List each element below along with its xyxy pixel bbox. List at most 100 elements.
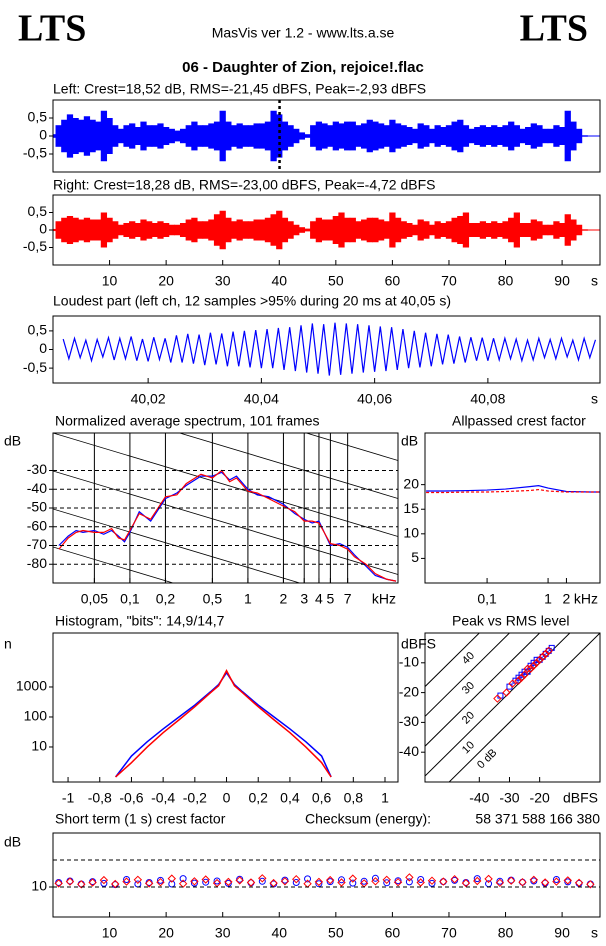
plot-area <box>54 873 595 889</box>
x-tick-label: 90 <box>554 273 570 289</box>
x-tick-label: 0,6 <box>312 790 332 806</box>
y-tick-label: -30 <box>27 461 47 477</box>
y-tick-label: -50 <box>27 499 47 515</box>
crest-line <box>425 633 541 747</box>
point <box>427 876 437 885</box>
point <box>514 676 523 685</box>
point <box>122 877 131 886</box>
x-tick-label: -1 <box>62 790 75 806</box>
plot-frame <box>424 432 601 584</box>
point <box>371 877 380 886</box>
point <box>179 875 187 883</box>
x-tick-label: 0,5 <box>203 591 223 607</box>
point <box>405 878 413 886</box>
slope-line <box>53 661 398 765</box>
crest-label: 30 <box>460 680 477 697</box>
crest-label: 10 <box>460 739 477 756</box>
crest-line <box>425 633 571 777</box>
point <box>88 878 97 887</box>
slope-line <box>53 319 398 423</box>
point <box>417 876 425 883</box>
point <box>529 661 538 670</box>
x-tick-label: 40 <box>271 273 287 289</box>
y-tick-label: 10 <box>403 525 419 541</box>
x-tick-label: 20 <box>158 925 174 941</box>
panel-title: Right: Crest=18,28 dB, RMS=-23,00 dBFS, … <box>53 177 435 193</box>
y-tick-label: -40 <box>27 480 47 496</box>
x-tick-label: 3 <box>300 591 308 607</box>
y-tick-label: 10 <box>31 738 47 754</box>
plot-frame <box>52 832 601 918</box>
point <box>485 880 493 888</box>
series-line <box>58 469 397 582</box>
x-unit: kHz <box>574 591 598 607</box>
x-tick-label: 50 <box>328 925 344 941</box>
point <box>280 877 290 886</box>
point <box>535 655 544 665</box>
x-tick-label: 0,2 <box>156 591 176 607</box>
logo: LTS <box>520 8 588 50</box>
x-tick-label: 10 <box>102 925 118 941</box>
crest-line <box>425 633 511 717</box>
histogram-line <box>115 669 332 778</box>
point <box>450 874 459 884</box>
y-tick-label: 0 <box>39 127 47 143</box>
crest-line <box>425 633 481 687</box>
y-unit: dBFS <box>401 636 436 652</box>
y-tick-label: -20 <box>399 683 419 699</box>
crest-line <box>448 633 600 782</box>
x-tick-label: -0,2 <box>183 790 207 806</box>
x-unit: dBFS <box>563 790 598 806</box>
point <box>371 874 379 882</box>
point <box>156 876 164 884</box>
histogram-line <box>115 671 332 778</box>
plot-area <box>425 633 600 782</box>
point <box>461 878 471 888</box>
x-tick-label: 30 <box>215 273 231 289</box>
crest-label: 40 <box>460 650 477 667</box>
point <box>213 877 221 885</box>
point <box>123 876 131 883</box>
point <box>517 673 526 682</box>
plot-area <box>62 322 597 376</box>
y-tick-label: 15 <box>403 500 419 516</box>
point <box>178 879 188 888</box>
x-tick-label: 60 <box>385 925 401 941</box>
x-tick-label: 60 <box>385 273 401 289</box>
point <box>518 877 527 887</box>
point <box>495 878 505 888</box>
x-tick-label: 2 <box>280 591 288 607</box>
slope-line <box>53 470 398 575</box>
y-unit: dB <box>4 834 21 850</box>
point <box>315 880 323 888</box>
point <box>111 879 120 889</box>
point <box>540 878 550 887</box>
point <box>326 878 334 886</box>
panel-title: Peak vs RMS level <box>452 613 569 629</box>
y-tick-label: 5 <box>411 549 419 565</box>
slope-line <box>178 433 398 499</box>
y-tick-label: 0,5 <box>28 203 48 219</box>
plot-frame <box>52 432 399 584</box>
point <box>416 878 425 887</box>
y-tick-label: 10 <box>31 878 47 894</box>
point <box>532 658 541 668</box>
x-tick-label: 0,8 <box>344 790 364 806</box>
panel-title: Allpassed crest factor <box>452 413 586 429</box>
plot-frame <box>52 99 601 173</box>
x-tick-label: -20 <box>530 790 550 806</box>
point <box>100 879 108 887</box>
y-tick-label: -40 <box>399 743 419 759</box>
series-line <box>62 322 597 376</box>
y-tick-label: 1000 <box>16 678 47 694</box>
panel-title: Loudest part (left ch, 12 samples >95% d… <box>53 293 451 309</box>
point <box>552 876 560 883</box>
y-tick-label: -0,5 <box>23 238 47 254</box>
point <box>533 656 540 663</box>
point <box>224 877 233 887</box>
y-tick-label: 0,5 <box>28 109 48 125</box>
x-tick-label: -30 <box>499 790 519 806</box>
point <box>99 875 109 885</box>
x-tick-label: 40 <box>271 925 287 941</box>
